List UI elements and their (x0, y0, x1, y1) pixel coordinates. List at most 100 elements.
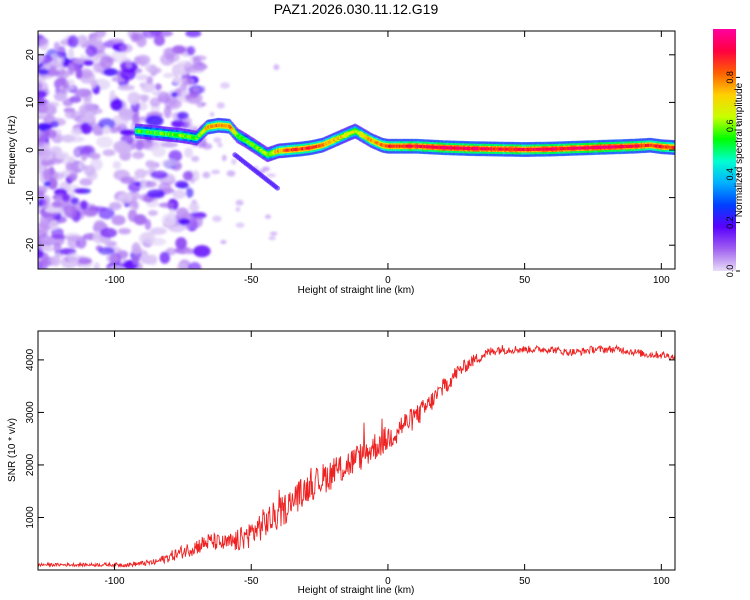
noise-blob (201, 102, 207, 107)
noise-blob (140, 81, 156, 93)
colorbar-tick-label: 0.8 (725, 71, 735, 84)
noise-blob (38, 223, 47, 236)
noise-blob (145, 115, 164, 127)
noise-blob (106, 253, 119, 263)
snr-line (38, 344, 675, 568)
noise-blob (85, 45, 98, 57)
noise-blob (158, 202, 175, 208)
noise-blob (149, 31, 163, 37)
noise-blob (38, 190, 45, 198)
noise-blob (160, 142, 179, 148)
noise-blob (266, 173, 277, 178)
noise-blob (47, 101, 60, 108)
noise-blob (44, 207, 61, 213)
noise-blob (102, 149, 116, 157)
noise-blob (74, 88, 92, 98)
noise-blob (65, 235, 84, 242)
y-tick-label: 20 (25, 49, 36, 61)
noise-blob (136, 35, 147, 48)
noise-blob (103, 68, 119, 77)
noise-blob (94, 220, 106, 230)
snr-x-axis-label: Height of straight line (km) (298, 585, 415, 596)
noise-blob (39, 244, 50, 252)
noise-blob (182, 117, 193, 124)
noise-blob (55, 216, 67, 224)
noise-blob (150, 170, 168, 179)
noise-blob (108, 202, 122, 211)
noise-blob (38, 103, 48, 114)
noise-blob (62, 152, 70, 165)
noise-blob (210, 112, 215, 117)
noise-blob (186, 46, 196, 56)
noise-blob (99, 55, 114, 69)
snr-y-axis-label: SNR (10 * v/v) (7, 418, 18, 482)
ridge-branch-blob (275, 185, 280, 191)
noise-blob (78, 68, 93, 79)
noise-blob (220, 240, 227, 244)
noise-blob (102, 126, 111, 135)
noise-blob (68, 47, 75, 61)
noise-blob (163, 72, 174, 78)
noise-blob (79, 200, 88, 210)
noise-blob (43, 168, 52, 181)
noise-blob (119, 60, 127, 70)
noise-blob (55, 60, 64, 72)
noise-blob (212, 215, 222, 222)
noise-blob (146, 189, 165, 199)
noise-blob (273, 64, 280, 71)
noise-blob (192, 170, 200, 182)
noise-blob (200, 85, 206, 93)
noise-blob (176, 262, 189, 269)
noise-blob (65, 160, 83, 173)
noise-blob (132, 201, 139, 211)
noise-blob (235, 207, 241, 212)
colorbar-tick-label: 0.6 (725, 120, 735, 133)
noise-blob (188, 202, 200, 213)
y-tick-label: -20 (25, 238, 36, 253)
noise-blob (135, 54, 151, 66)
noise-blob (53, 41, 60, 51)
noise-blob (67, 136, 85, 143)
noise-blob (110, 98, 123, 111)
noise-blob (164, 47, 176, 60)
plot-frame (37, 330, 676, 571)
noise-blob (38, 38, 49, 51)
spectrogram-x-axis-label: Height of straight line (km) (298, 285, 415, 296)
colorbar-ticks: 0.0 0.2 0.4 0.6 0.8 (725, 71, 740, 277)
noise-blob (202, 143, 213, 150)
noise-blob (84, 104, 96, 112)
noise-blob (184, 94, 192, 100)
noise-blob (172, 76, 182, 85)
noise-blob (216, 102, 225, 109)
noise-blob (184, 147, 194, 158)
noise-blob (78, 161, 87, 171)
noise-blob (67, 252, 80, 264)
noise-blob (68, 172, 76, 182)
noise-blob (211, 169, 221, 175)
noise-blob (192, 55, 207, 61)
noise-blob (150, 227, 167, 235)
noise-blob (53, 242, 62, 253)
noise-blob (118, 228, 131, 235)
noise-blob (125, 58, 132, 70)
noise-blob (89, 152, 101, 160)
noise-blob (69, 95, 82, 103)
spectrogram-ridge (134, 117, 675, 191)
colorbar-gradient (713, 29, 736, 271)
noise-blob (70, 197, 80, 205)
y-tick-label: 1000 (25, 506, 36, 529)
noise-blob (163, 105, 172, 119)
noise-blob (52, 172, 65, 180)
noise-blob (161, 213, 177, 227)
noise-blob (107, 38, 125, 44)
noise-blob (141, 231, 156, 245)
noise-blob (108, 126, 120, 134)
noise-blob (43, 181, 51, 187)
noise-blob (120, 176, 135, 184)
y-tick-label: 3000 (25, 401, 36, 424)
noise-blob (38, 198, 47, 207)
noise-blob (231, 158, 237, 165)
noise-blob (177, 60, 193, 68)
noise-blob (73, 188, 85, 194)
